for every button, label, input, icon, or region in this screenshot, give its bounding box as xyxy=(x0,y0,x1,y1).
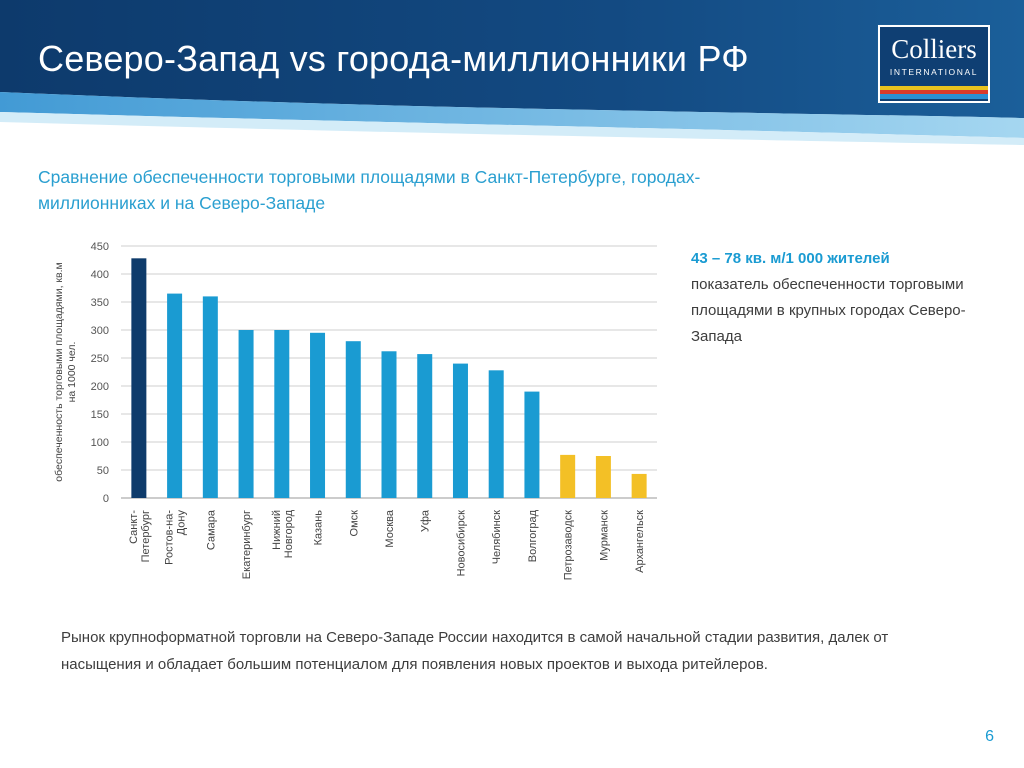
bar xyxy=(203,296,218,498)
x-tick-label: Мурманск xyxy=(598,510,610,561)
y-tick-label: 400 xyxy=(91,269,109,281)
bar xyxy=(560,455,575,498)
x-tick-label: Ростов-на- xyxy=(164,510,176,565)
x-tick-label: Новгород xyxy=(283,509,295,558)
bar xyxy=(310,333,325,498)
y-tick-label: 150 xyxy=(91,409,109,421)
x-tick-label: Петербург xyxy=(140,510,152,562)
key-figure: 43 – 78 кв. м/1 000 жителей xyxy=(691,246,981,272)
x-tick-label: Новосибирск xyxy=(455,510,467,577)
page-number: 6 xyxy=(970,728,994,746)
x-tick-label: Уфа xyxy=(420,509,432,532)
bar xyxy=(167,294,182,498)
x-tick-label: Самара xyxy=(205,509,217,550)
slide-title: Северо-Запад vs города-миллионники РФ xyxy=(38,38,749,80)
y-tick-label: 50 xyxy=(97,465,109,477)
y-tick-label: 200 xyxy=(91,381,109,393)
bar xyxy=(596,456,611,498)
bar xyxy=(417,354,432,498)
y-tick-label: 0 xyxy=(103,493,109,505)
x-tick-label: Екатеринбург xyxy=(241,510,253,579)
conclusion-text: Рынок крупноформатной торговли на Северо… xyxy=(61,624,961,678)
key-figure-description: показатель обеспеченности торговыми площ… xyxy=(691,272,981,350)
bar xyxy=(453,364,468,498)
x-tick-label: Москва xyxy=(384,509,396,547)
y-tick-label: 250 xyxy=(91,353,109,365)
slide-header: Северо-Запад vs города-миллионники РФ Co… xyxy=(0,0,1024,145)
x-tick-label: Дону xyxy=(176,510,188,536)
x-tick-label: Нижний xyxy=(271,510,283,550)
bar xyxy=(346,341,361,498)
bar xyxy=(239,330,254,498)
chart-subtitle: Сравнение обеспеченности торговыми площа… xyxy=(38,164,738,216)
bar xyxy=(632,474,647,498)
y-tick-label: 100 xyxy=(91,437,109,449)
x-tick-label: Санкт- xyxy=(128,510,140,544)
colliers-logo: Colliers INTERNATIONAL xyxy=(878,25,990,103)
y-axis-label: обеспеченность торговыми площадями, кв.м xyxy=(53,262,65,481)
y-tick-label: 300 xyxy=(91,325,109,337)
x-tick-label: Архангельск xyxy=(634,510,646,573)
x-tick-label: Челябинск xyxy=(491,510,503,564)
bar xyxy=(274,330,289,498)
bar xyxy=(489,370,504,498)
x-tick-label: Омск xyxy=(348,510,360,537)
x-tick-label: Волгоград xyxy=(527,509,539,562)
bar xyxy=(382,351,397,498)
y-axis-label: на 1000 чел. xyxy=(66,342,78,403)
bar xyxy=(524,392,539,498)
logo-subtitle: INTERNATIONAL xyxy=(880,67,988,77)
y-tick-label: 450 xyxy=(91,241,109,253)
logo-stripe-blue xyxy=(880,94,988,99)
bar xyxy=(131,258,146,498)
x-tick-label: Казань xyxy=(313,510,325,546)
key-figure-note: 43 – 78 кв. м/1 000 жителей показатель о… xyxy=(691,246,981,350)
x-tick-label: Петрозаводск xyxy=(563,510,575,580)
bar-chart: 0 50 100 150 200 250 300 350 400 450 обеспеченност… xyxy=(0,228,680,598)
y-tick-label: 350 xyxy=(91,297,109,309)
logo-name: Colliers xyxy=(880,35,988,63)
